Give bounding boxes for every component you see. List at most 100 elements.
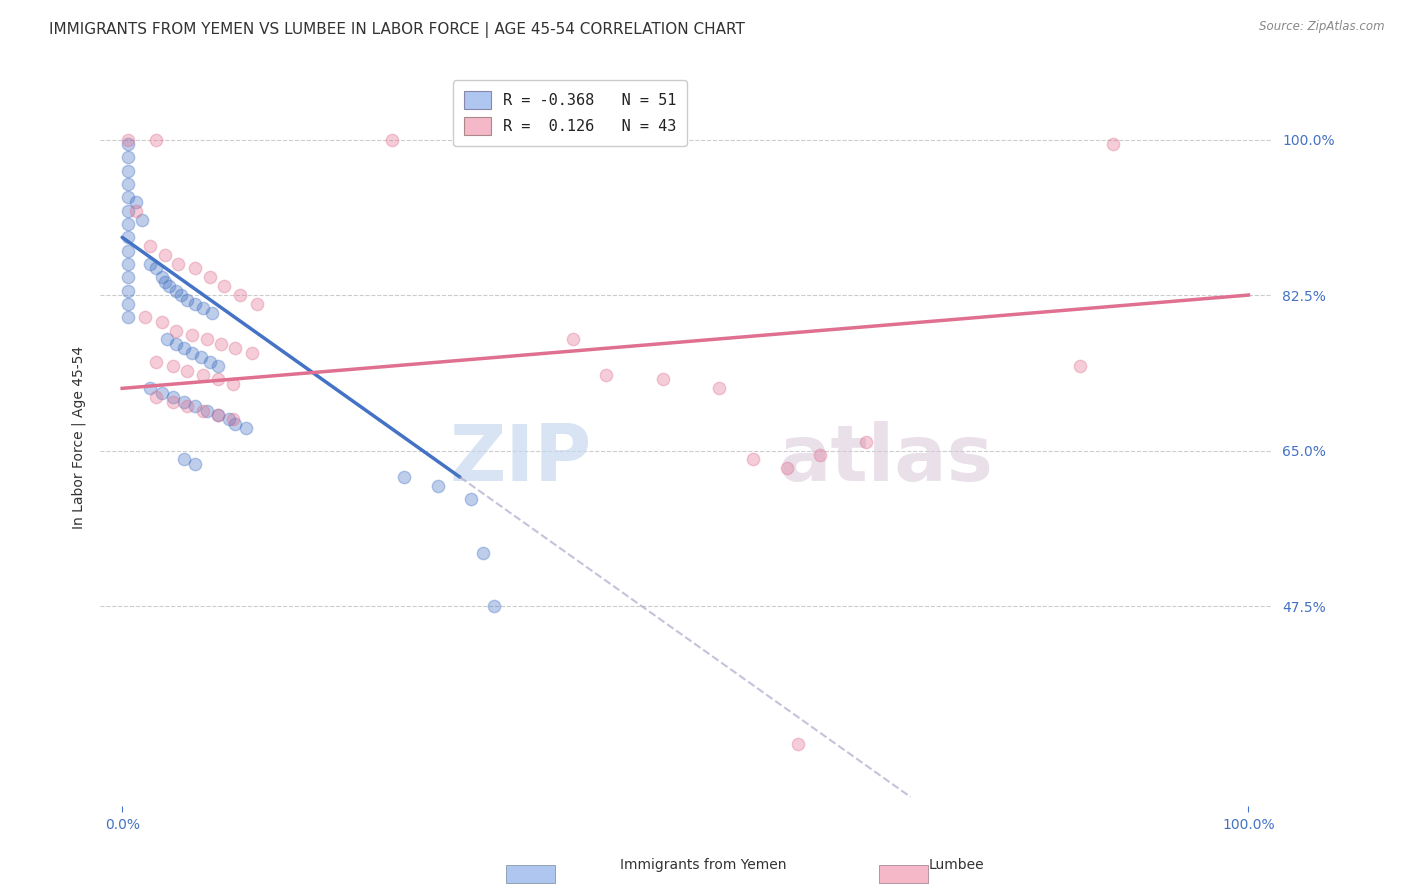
- Point: [212, 279, 235, 293]
- Point: [195, 333, 218, 347]
- Point: [131, 212, 153, 227]
- Point: [176, 293, 198, 307]
- Point: [167, 257, 190, 271]
- Point: [139, 381, 162, 395]
- Point: [139, 257, 162, 271]
- Point: [855, 434, 877, 449]
- Point: [482, 599, 505, 613]
- Point: [392, 470, 415, 484]
- Point: [176, 363, 198, 377]
- Point: [181, 346, 204, 360]
- Point: [224, 417, 246, 431]
- Point: [117, 270, 139, 285]
- Point: [170, 288, 193, 302]
- Point: [787, 737, 810, 751]
- Point: [235, 421, 257, 435]
- Point: [193, 368, 215, 382]
- Text: Source: ZipAtlas.com: Source: ZipAtlas.com: [1260, 20, 1385, 33]
- Point: [145, 132, 167, 146]
- Point: [229, 288, 252, 302]
- Point: [117, 136, 139, 151]
- Point: [159, 279, 181, 293]
- Point: [193, 403, 215, 417]
- Point: [117, 177, 139, 191]
- Point: [173, 342, 195, 356]
- Point: [184, 261, 207, 276]
- Point: [176, 399, 198, 413]
- Point: [207, 408, 229, 422]
- Point: [181, 328, 204, 343]
- Point: [1102, 136, 1125, 151]
- Point: [117, 203, 139, 218]
- Point: [561, 333, 583, 347]
- Point: [165, 284, 187, 298]
- Text: Immigrants from Yemen: Immigrants from Yemen: [620, 858, 786, 872]
- Point: [162, 390, 184, 404]
- Point: [117, 190, 139, 204]
- Point: [207, 372, 229, 386]
- Point: [218, 412, 240, 426]
- Point: [198, 354, 221, 368]
- Point: [145, 354, 167, 368]
- Point: [810, 448, 832, 462]
- Point: [207, 408, 229, 422]
- Point: [224, 342, 246, 356]
- Point: [184, 457, 207, 471]
- Point: [201, 306, 224, 320]
- Point: [776, 461, 799, 475]
- Point: [153, 248, 176, 262]
- Text: Lumbee: Lumbee: [928, 858, 984, 872]
- Point: [471, 546, 494, 560]
- Point: [1069, 359, 1091, 373]
- Point: [117, 297, 139, 311]
- Point: [117, 163, 139, 178]
- Point: [165, 324, 187, 338]
- Point: [190, 351, 212, 365]
- Text: atlas: atlas: [779, 421, 994, 498]
- Point: [150, 270, 173, 285]
- Point: [246, 297, 269, 311]
- Text: ZIP: ZIP: [450, 421, 592, 498]
- Point: [162, 359, 184, 373]
- Point: [150, 385, 173, 400]
- Legend: R = -0.368   N = 51, R =  0.126   N = 43: R = -0.368 N = 51, R = 0.126 N = 43: [453, 80, 688, 146]
- Point: [207, 359, 229, 373]
- Point: [198, 270, 221, 285]
- Point: [117, 217, 139, 231]
- Point: [153, 275, 176, 289]
- Point: [184, 297, 207, 311]
- Point: [195, 403, 218, 417]
- Point: [134, 310, 156, 325]
- Point: [209, 337, 232, 351]
- Point: [117, 150, 139, 164]
- Point: [162, 394, 184, 409]
- Point: [707, 381, 730, 395]
- Point: [173, 394, 195, 409]
- Point: [651, 372, 673, 386]
- Point: [184, 399, 207, 413]
- Point: [426, 479, 449, 493]
- Point: [117, 132, 139, 146]
- Point: [145, 261, 167, 276]
- Point: [117, 244, 139, 258]
- Point: [221, 412, 243, 426]
- Point: [221, 376, 243, 391]
- Point: [117, 284, 139, 298]
- Point: [741, 452, 763, 467]
- Point: [117, 257, 139, 271]
- Point: [150, 315, 173, 329]
- Point: [460, 492, 482, 507]
- Point: [117, 230, 139, 244]
- Point: [595, 368, 617, 382]
- Point: [117, 310, 139, 325]
- Point: [124, 203, 146, 218]
- Point: [240, 346, 263, 360]
- Point: [124, 194, 146, 209]
- Point: [165, 337, 187, 351]
- Point: [193, 301, 215, 316]
- Y-axis label: In Labor Force | Age 45-54: In Labor Force | Age 45-54: [72, 345, 86, 529]
- Text: IMMIGRANTS FROM YEMEN VS LUMBEE IN LABOR FORCE | AGE 45-54 CORRELATION CHART: IMMIGRANTS FROM YEMEN VS LUMBEE IN LABOR…: [49, 22, 745, 38]
- Point: [139, 239, 162, 253]
- Point: [173, 452, 195, 467]
- Point: [381, 132, 404, 146]
